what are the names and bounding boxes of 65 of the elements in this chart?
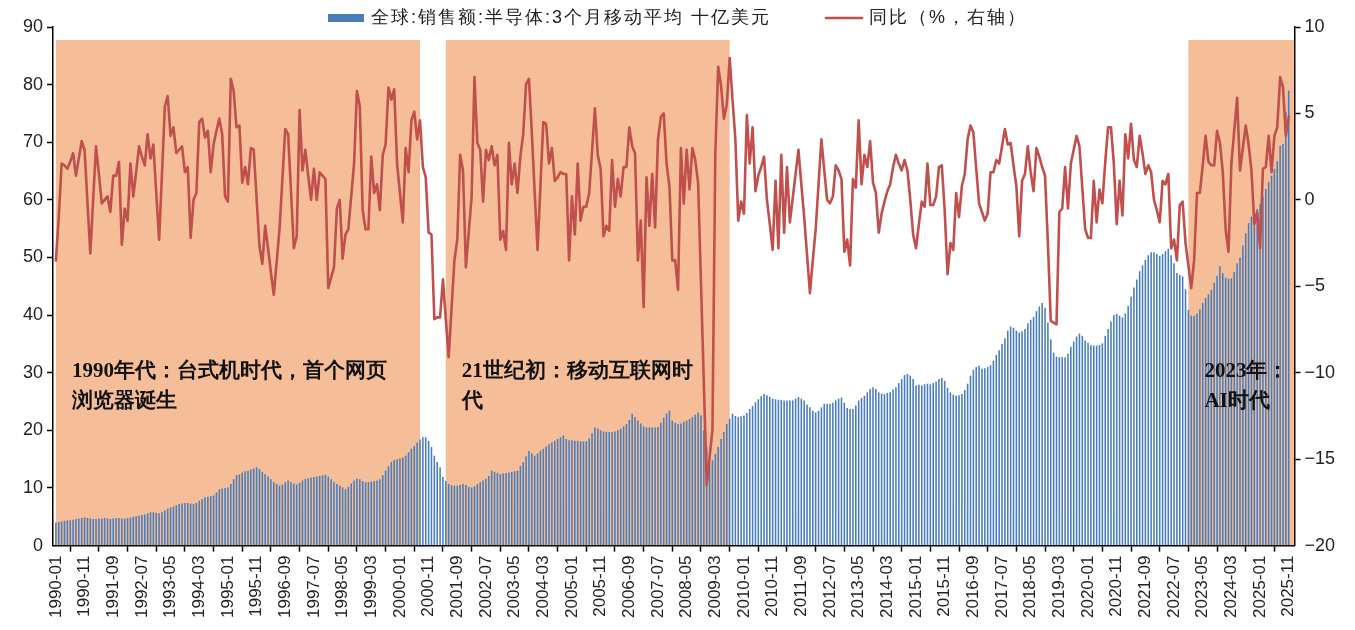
x-tick-label: 2017-07 [991,555,1011,618]
x-tick-label: 2000-11 [418,555,438,617]
x-tick-label: 2004-03 [532,555,552,618]
y-tick-label: 90 [22,15,44,36]
x-tick-label: 2005-11 [590,555,610,617]
x-tick-label: 1990-11 [74,555,94,617]
x-tick-label: 2006-09 [618,555,638,618]
y2-tick-label: −15 [1304,448,1336,469]
x-tick-label: 1996-09 [274,555,294,618]
x-tick-label: 2014-03 [877,555,897,618]
x-tick-label: 2015-01 [905,555,925,618]
x-tick-label: 1995-01 [217,555,237,618]
x-tick-label: 2008-05 [676,555,696,618]
x-tick-label: 1995-11 [246,555,266,617]
x-tick-label: 2005-01 [561,555,581,618]
x-tick-label: 2001-09 [446,555,466,618]
y-tick-label: 70 [22,131,44,152]
x-tick-label: 1998-05 [332,555,352,618]
y-tick-label: 20 [22,419,44,440]
y2-tick-label: 10 [1304,15,1325,36]
x-tick-label: 2009-03 [705,555,724,618]
y-tick-label: 80 [22,73,44,94]
band-label: 1990年代：台式机时代，首个网页浏览器诞生 [70,358,387,413]
x-tick-label: 2000-01 [389,555,409,618]
y-tick-label: 40 [22,304,44,325]
x-tick-label: 2007-07 [647,555,667,618]
x-tick-label: 1993-05 [160,555,180,618]
x-tick-label: 2025-01 [1249,555,1269,618]
y-tick-label: 60 [22,188,44,209]
x-tick-label: 2018-05 [1020,555,1040,618]
x-tick-label: 2022-07 [1163,555,1183,618]
y-tick-label: 30 [22,361,44,382]
x-tick-label: 2010-11 [762,555,782,617]
y2-tick-label: −5 [1304,275,1325,296]
x-tick-label: 1992-07 [131,555,151,618]
legend-label: 全球:销售额:半导体:3个月移动平均 十亿美元 [370,6,772,27]
x-tick-label: 1990-01 [45,555,65,618]
y-tick-label: 50 [22,246,44,267]
y2-tick-label: 0 [1304,188,1315,209]
x-tick-label: 2013-05 [848,555,868,618]
x-tick-label: 2021-09 [1135,555,1155,618]
y-tick-label: 10 [22,476,44,497]
x-tick-label: 2020-11 [1106,555,1126,617]
x-tick-label: 2024-03 [1221,555,1241,618]
x-tick-label: 2016-09 [963,555,983,618]
x-tick-label: 1994-03 [188,555,208,618]
x-tick-label: 2010-01 [733,555,753,618]
legend-label: 同比（%，右轴） [869,6,1028,27]
x-tick-label: 2023-05 [1192,555,1212,618]
x-tick-label: 1999-03 [360,555,380,618]
x-tick-label: 2003-05 [504,555,524,618]
band-label: 21世纪初：移动互联网时代 [460,358,693,413]
x-tick-label: 2025-11 [1278,555,1298,617]
y2-tick-label: −20 [1304,534,1336,555]
y-tick-label: 0 [33,534,44,555]
x-tick-label: 2015-11 [934,555,954,617]
x-tick-label: 1991-09 [102,555,122,618]
x-tick-label: 2020-01 [1077,555,1097,618]
y2-tick-label: 5 [1304,102,1315,123]
x-tick-label: 2012-07 [819,555,839,618]
x-tick-label: 2011-09 [791,555,811,617]
x-tick-label: 2019-03 [1049,555,1069,618]
y2-tick-label: −10 [1304,361,1336,382]
x-tick-label: 1997-07 [303,555,323,618]
x-tick-label: 2002-07 [475,555,495,618]
